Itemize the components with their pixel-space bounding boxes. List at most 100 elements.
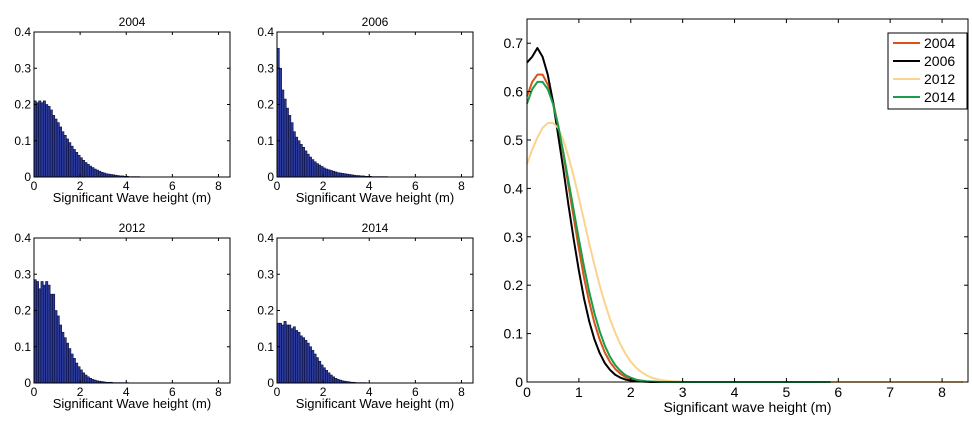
histogram-bar — [302, 146, 305, 178]
histogram-bar — [63, 135, 67, 178]
histogram-bar — [285, 324, 289, 384]
histogram-bar — [59, 324, 62, 384]
histogram-bar — [304, 339, 308, 384]
histogram-bar — [84, 374, 88, 384]
x-tick-label: 2 — [77, 385, 84, 399]
histogram-bar — [325, 370, 329, 384]
histogram-bar — [65, 342, 69, 384]
x-tick-label: 8 — [938, 384, 946, 400]
histogram-bar — [299, 335, 303, 384]
y-tick-label: 0.6 — [504, 84, 524, 100]
histogram-bar — [311, 159, 315, 178]
histogram-bar — [281, 324, 285, 384]
histogram-bar — [61, 131, 65, 178]
x-tick-label: 3 — [679, 384, 687, 400]
histogram-bar — [72, 149, 76, 178]
histogram-bar — [63, 337, 67, 384]
histogram-bar — [61, 331, 65, 384]
x-tick-label: 5 — [783, 384, 791, 400]
histogram-bar — [302, 337, 305, 384]
chart-title: 2014 — [362, 221, 389, 235]
y-tick-label: 0.4 — [14, 231, 31, 245]
histogram-bar — [42, 284, 46, 384]
histogram-bar — [75, 152, 79, 178]
histogram-bar — [49, 109, 53, 178]
histogram-bar — [42, 100, 46, 178]
histogram-bar — [47, 106, 51, 178]
histogram-2014: 0 2 4 6 8 0 0.1 0.2 0.3 0.4 2014 Significant Wave h… — [257, 221, 474, 411]
histogram-bar — [91, 167, 95, 178]
histogram-bar — [325, 168, 329, 178]
histogram-bar — [290, 122, 294, 178]
histogram-bar — [299, 144, 303, 178]
x-axis-label: Significant Wave height (m) — [296, 396, 454, 411]
histogram-bar — [327, 372, 331, 384]
x-tick-label: 1 — [575, 384, 583, 400]
y-tick-label: 0.7 — [504, 35, 524, 51]
y-tick-label: 0 — [515, 374, 523, 390]
y-tick-label: 0.1 — [504, 326, 524, 342]
histogram-bar — [311, 350, 315, 384]
x-tick-label: 8 — [458, 179, 465, 193]
histogram-bar — [329, 170, 333, 178]
histogram-bar — [82, 372, 86, 384]
histogram-bar — [36, 281, 39, 384]
histogram-bar — [288, 115, 292, 178]
histogram-bar — [334, 377, 338, 384]
histogram-bar — [290, 328, 294, 384]
histogram-2004: 0 2 4 6 8 0 0.1 0.2 0.3 0.4 2004 Significant Wave h… — [14, 15, 231, 205]
series-line-2004 — [526, 73, 963, 383]
y-tick-label: 0.3 — [257, 61, 274, 75]
x-tick-label: 4 — [731, 384, 739, 400]
histogram-bar — [89, 165, 92, 178]
histogram-bar — [38, 288, 42, 384]
histogram-bar — [91, 379, 95, 384]
histogram-bar — [313, 353, 317, 384]
x-tick-label: 0 — [274, 179, 281, 193]
density-line-chart: 0 1 2 3 4 5 6 7 8 0 0.1 0.2 0.3 0.4 0.5 0.6 0.7 Significa… — [504, 18, 969, 415]
x-tick-label: 4 — [123, 385, 130, 399]
y-tick-label: 0 — [267, 170, 274, 184]
x-axis-label: Significant Wave height (m) — [296, 190, 454, 205]
x-tick-label: 7 — [886, 384, 894, 400]
y-tick-label: 0.2 — [257, 304, 274, 318]
histogram-bar — [68, 142, 72, 178]
y-tick-label: 0.1 — [257, 134, 274, 148]
histogram-bar — [82, 160, 86, 178]
histogram-bar — [332, 170, 335, 178]
histogram-bar — [89, 377, 92, 384]
histogram-bar — [49, 293, 53, 384]
y-tick-label: 0.3 — [257, 267, 274, 281]
x-tick-label: 6 — [169, 385, 176, 399]
y-tick-label: 0.2 — [14, 98, 31, 112]
histogram-bar — [54, 118, 58, 178]
y-tick-label: 0 — [267, 376, 274, 390]
histogram-bar — [292, 131, 296, 178]
x-tick-label: 2 — [77, 179, 84, 193]
y-tick-label: 0.4 — [257, 231, 274, 245]
histogram-bar — [308, 346, 312, 384]
histogram-bar — [292, 326, 296, 384]
y-tick-label: 0.1 — [14, 134, 31, 148]
histogram-bar — [315, 357, 319, 384]
y-tick-label: 0.4 — [14, 25, 31, 39]
x-tick-label: 4 — [123, 179, 130, 193]
histogram-bar — [336, 379, 340, 384]
histogram-bar — [334, 171, 338, 178]
histogram-bar — [75, 362, 79, 384]
histogram-bar — [70, 145, 74, 178]
histogram-bar — [84, 162, 88, 178]
histogram-bar — [295, 136, 299, 178]
histogram-bar — [341, 173, 345, 178]
y-tick-label: 0.2 — [504, 277, 524, 293]
y-tick-label: 0 — [24, 376, 31, 390]
chart-title: 2006 — [362, 15, 389, 29]
histogram-bar — [93, 168, 97, 178]
x-tick-label: 2 — [627, 384, 635, 400]
histogram-bar — [304, 150, 308, 178]
histogram-bar — [100, 171, 104, 178]
x-tick-label: 8 — [215, 385, 222, 399]
histogram-bar — [306, 153, 310, 178]
x-tick-label: 4 — [366, 385, 373, 399]
